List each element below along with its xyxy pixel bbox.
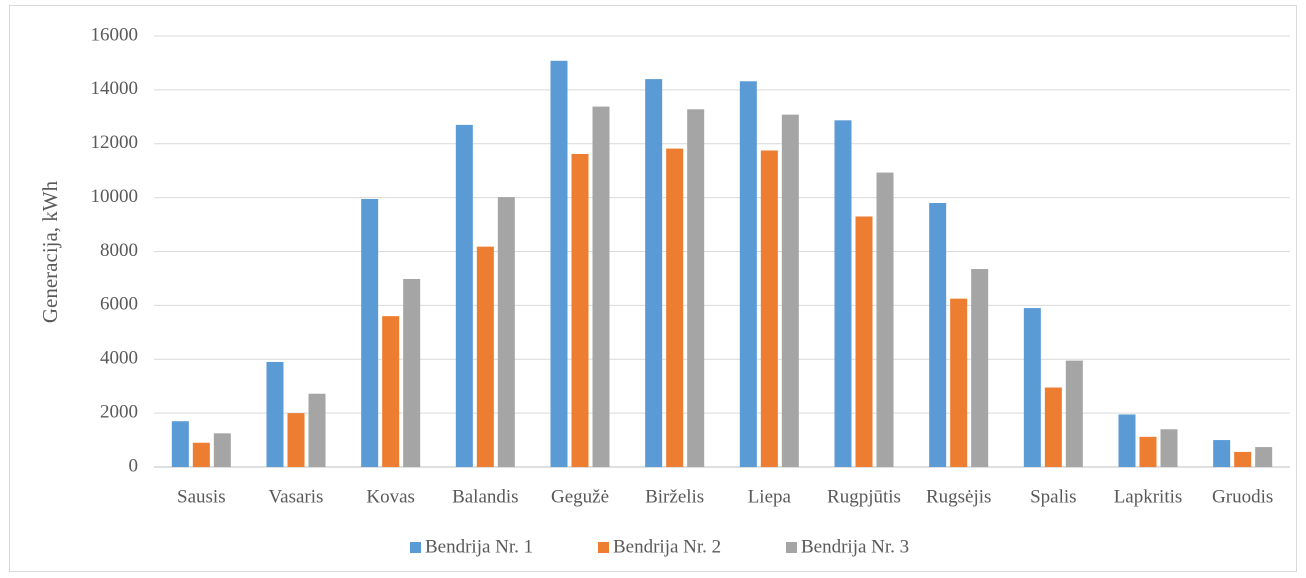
- bar-rugsėjis-series-3: [971, 269, 989, 467]
- bar-lapkritis-series-1: [1118, 414, 1136, 467]
- bar-gruodis-series-3: [1255, 447, 1273, 467]
- bar-vasaris-series-2: [287, 413, 305, 467]
- x-tick-label: Gruodis: [1212, 486, 1273, 507]
- legend: Bendrija Nr. 1 Bendrija Nr. 2 Bendrija Nr.…: [410, 536, 909, 557]
- bar-balandis-series-3: [497, 197, 515, 467]
- bar-gegužė-series-1: [550, 60, 568, 467]
- bar-spalis-series-2: [1044, 387, 1062, 467]
- bar-rugpjūtis-series-1: [834, 120, 852, 467]
- bar-birželis-series-1: [645, 79, 663, 467]
- bar-gegužė-series-3: [592, 106, 610, 468]
- x-tick-label: Gegužė: [551, 486, 609, 507]
- legend-item-3: Bendrija Nr. 3: [786, 536, 909, 557]
- bar-spalis-series-1: [1023, 308, 1041, 467]
- bar-liepa-series-3: [781, 114, 799, 467]
- bar-gruodis-series-1: [1213, 440, 1231, 467]
- x-tick-label: Lapkritis: [1114, 486, 1183, 507]
- y-tick-label: 10000: [91, 186, 139, 207]
- legend-swatch: [410, 542, 421, 553]
- x-axis-ticks: Sausis Vasaris Kovas Balandis Gegužė Birželis…: [177, 486, 1273, 507]
- x-tick-label: Rugsėjis: [926, 486, 991, 507]
- bar-birželis-series-3: [687, 109, 705, 468]
- x-tick-label: Birželis: [645, 486, 704, 507]
- bar-spalis-series-3: [1065, 360, 1083, 467]
- bar-balandis-series-1: [455, 124, 473, 468]
- bar-kovas-series-1: [361, 198, 379, 468]
- legend-label: Bendrija Nr. 1: [425, 536, 533, 557]
- x-tick-label: Sausis: [177, 486, 226, 507]
- bar-vasaris-series-3: [308, 393, 326, 467]
- bar-lapkritis-series-2: [1139, 436, 1157, 467]
- bar-lapkritis-series-3: [1160, 429, 1178, 467]
- legend-label: Bendrija Nr. 3: [801, 536, 909, 557]
- bar-liepa-series-2: [760, 150, 778, 467]
- bar-gegužė-series-2: [571, 153, 589, 467]
- x-tick-label: Spalis: [1030, 486, 1076, 507]
- y-tick-label: 16000: [91, 24, 139, 45]
- bars: [171, 60, 1273, 468]
- bar-kovas-series-2: [382, 316, 400, 467]
- legend-item-1: Bendrija Nr. 1: [410, 536, 533, 557]
- x-tick-label: Kovas: [366, 486, 415, 507]
- y-tick-label: 14000: [91, 78, 139, 99]
- bar-rugsėjis-series-1: [929, 203, 947, 467]
- legend-swatch: [598, 542, 609, 553]
- x-tick-label: Vasaris: [269, 486, 324, 507]
- bar-liepa-series-1: [739, 81, 757, 467]
- bar-gruodis-series-2: [1234, 451, 1252, 467]
- bar-balandis-series-2: [476, 246, 494, 467]
- gridlines: [154, 35, 1290, 468]
- bar-rugpjūtis-series-2: [855, 216, 873, 467]
- legend-label: Bendrija Nr. 2: [613, 536, 721, 557]
- bar-sausis-series-3: [213, 433, 231, 467]
- y-axis-ticks: 0 2000 4000 6000 8000 10000 12000 14000 16000: [91, 24, 139, 476]
- y-tick-label: 8000: [100, 240, 138, 261]
- bar-sausis-series-2: [192, 442, 210, 467]
- x-tick-label: Rugpjūtis: [827, 486, 901, 507]
- x-tick-label: Balandis: [452, 486, 519, 507]
- y-tick-label: 12000: [91, 132, 139, 153]
- bar-birželis-series-2: [666, 148, 684, 467]
- x-tick-label: Liepa: [748, 486, 792, 507]
- y-tick-label: 6000: [100, 294, 138, 315]
- bar-kovas-series-3: [403, 278, 421, 467]
- bar-vasaris-series-1: [266, 361, 284, 467]
- bar-sausis-series-1: [171, 421, 189, 467]
- bar-rugsėjis-series-2: [950, 298, 968, 467]
- bar-rugpjūtis-series-3: [876, 172, 894, 467]
- y-axis-title: Generacija, kWh: [38, 180, 62, 323]
- y-tick-label: 0: [129, 455, 139, 476]
- legend-item-2: Bendrija Nr. 2: [598, 536, 721, 557]
- y-tick-label: 4000: [100, 348, 138, 369]
- legend-swatch: [786, 542, 797, 553]
- y-tick-label: 2000: [100, 401, 138, 422]
